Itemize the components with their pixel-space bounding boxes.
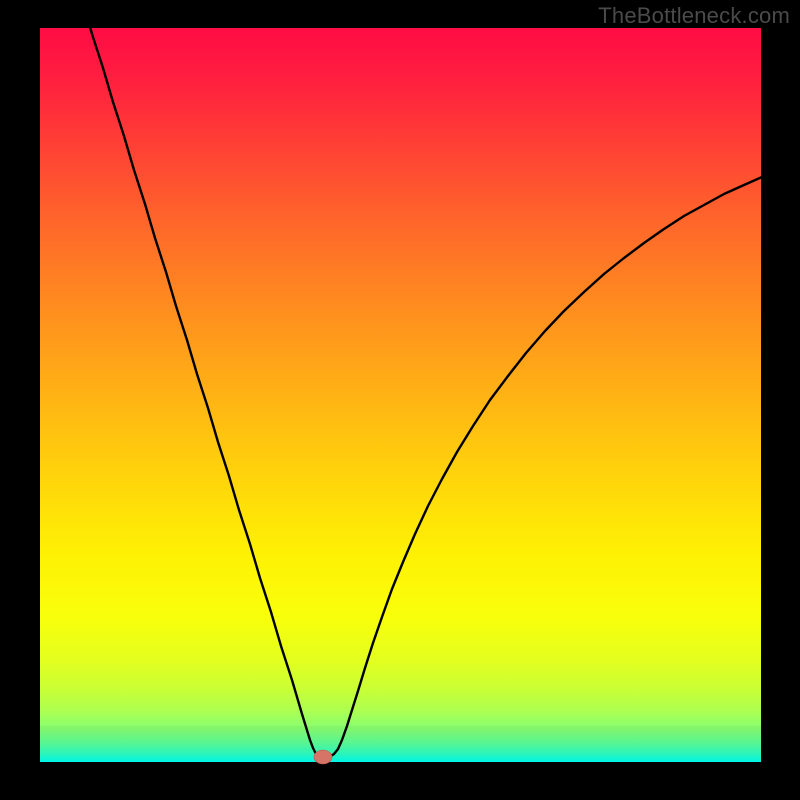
chart-container: TheBottleneck.com [0, 0, 800, 800]
shadow-band [40, 726, 761, 762]
optimum-marker [314, 750, 332, 764]
chart-svg [0, 0, 800, 800]
plot-background [40, 28, 761, 762]
watermark-text: TheBottleneck.com [598, 3, 790, 29]
